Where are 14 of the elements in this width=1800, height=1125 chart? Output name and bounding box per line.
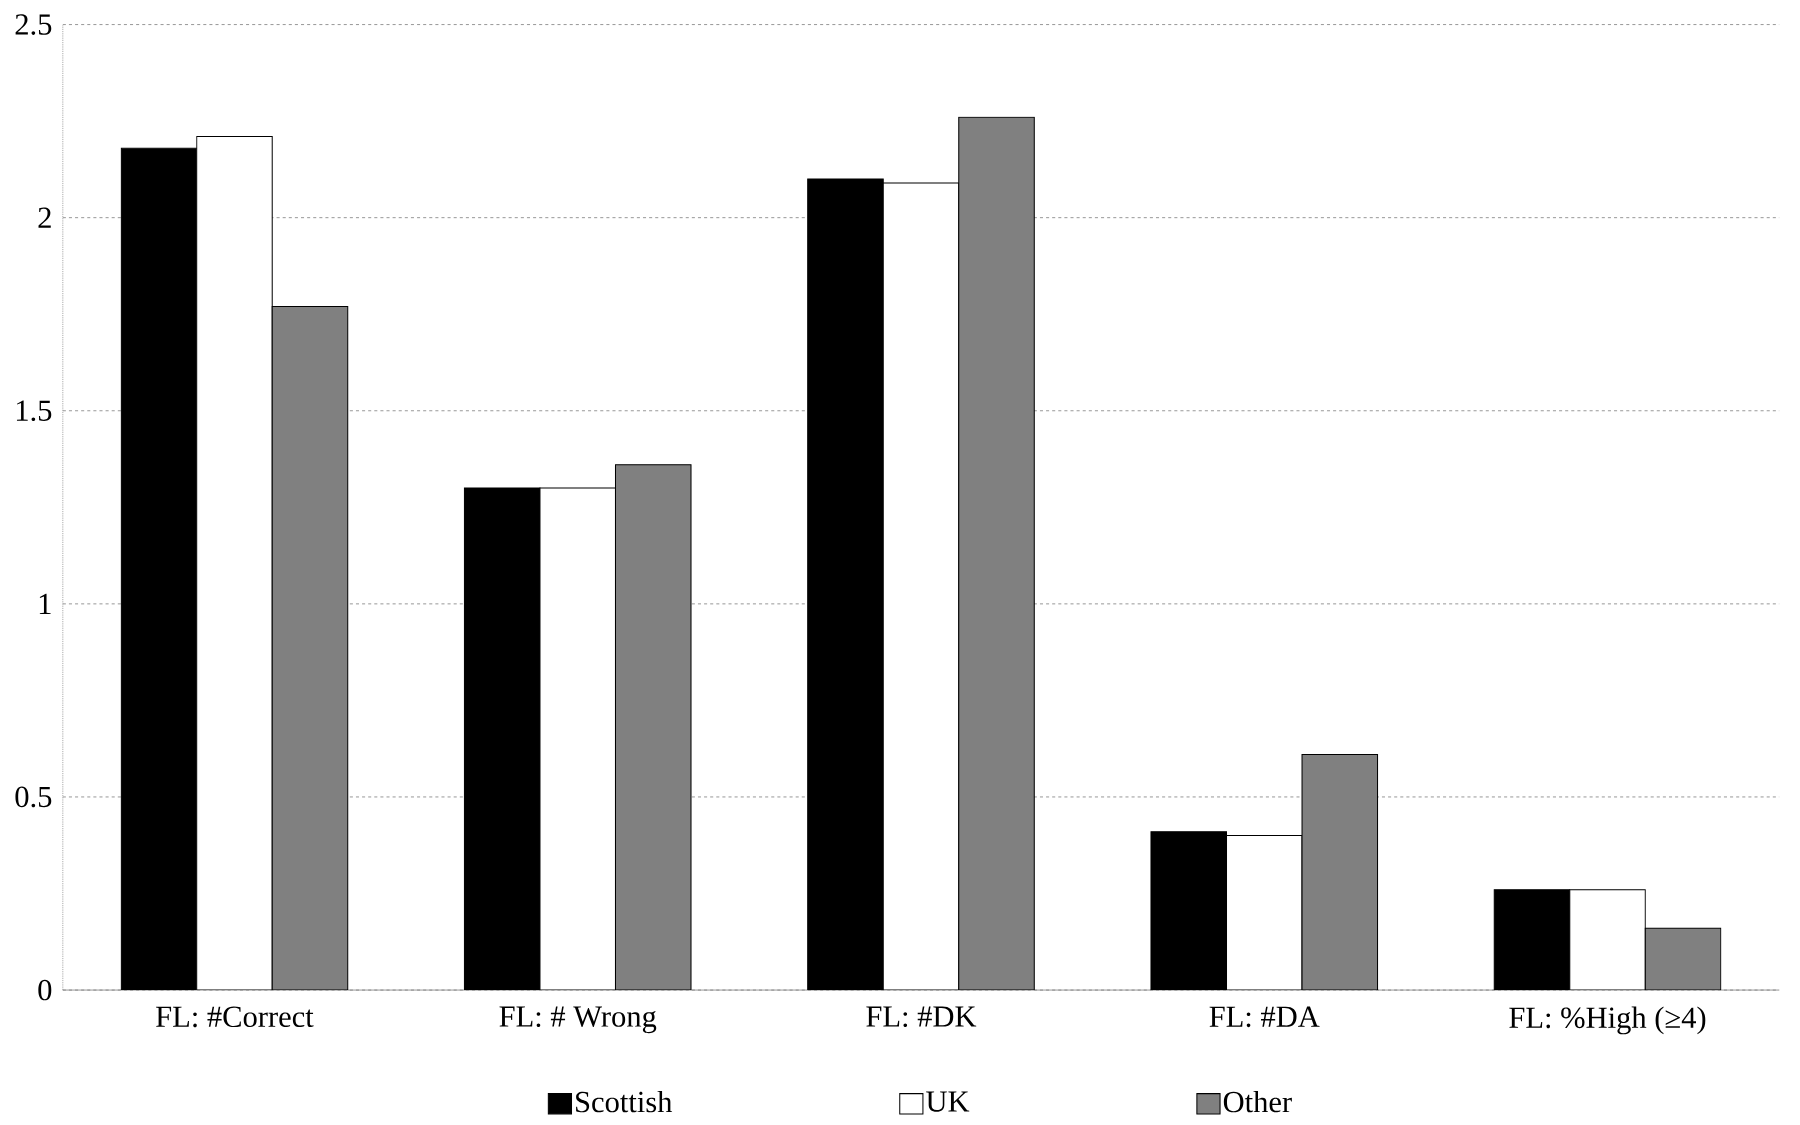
y-tick-label: 1 <box>39 593 51 615</box>
y-tick-label: 1.5 <box>16 400 52 422</box>
x-tick-label: FL: #DA <box>1209 1006 1320 1028</box>
x-tick-label: FL: #DK <box>866 1006 977 1028</box>
legend-label: Other <box>1223 1090 1292 1113</box>
y-tick-label: 0.5 <box>15 786 52 808</box>
y-tick-label: 2.5 <box>15 14 52 35</box>
x-tick-label: FL: # Wrong <box>499 1006 657 1034</box>
y-tick-label: 0 <box>38 979 52 1001</box>
x-tick-label: FL: #Correct <box>156 1006 314 1028</box>
x-tick-label: FL: %High (≥4) <box>1509 1006 1706 1035</box>
legend-label: UK <box>926 1091 970 1112</box>
y-tick-label: 2 <box>38 207 51 228</box>
legend-label: Scottish <box>576 1090 673 1113</box>
